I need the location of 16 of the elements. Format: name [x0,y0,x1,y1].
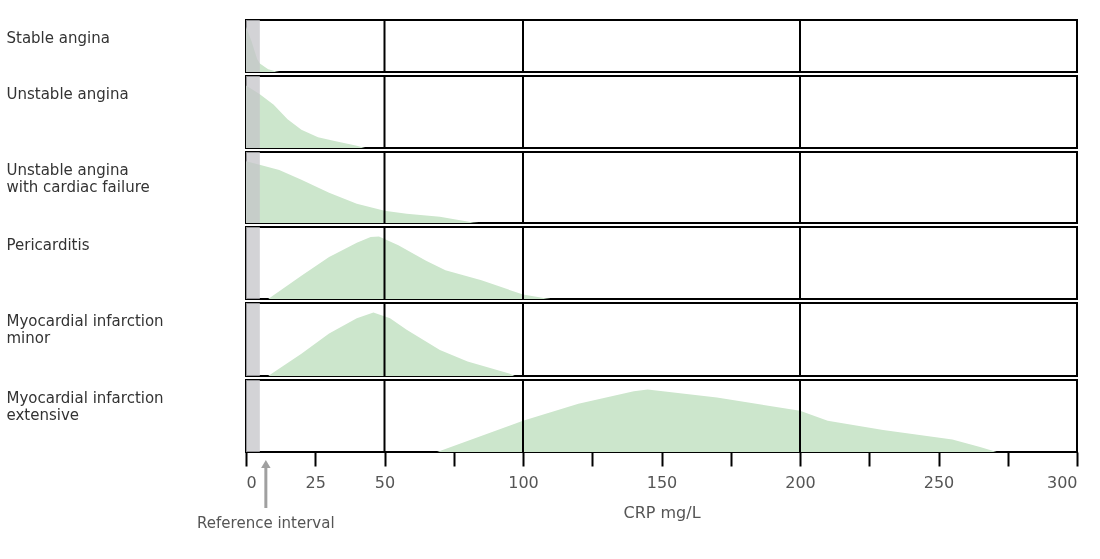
x-tick-label: 150 [646,472,678,492]
x-axis-title: CRP mg/L [623,502,701,522]
y-axis-title: Myocardial infarction extensive [6,388,164,424]
x-tick-label: 0 [246,472,257,492]
y-axis-title: Myocardial infarction minor [6,311,164,347]
y-axis-title: Pericarditis [6,235,90,254]
y-axis-title: Unstable angina with cardiac failure [6,160,150,196]
x-tick-label: 100 [508,472,539,492]
x-tick-label: 300 [1046,472,1078,492]
y-axis-title: Unstable angina [6,84,129,103]
x-tick-label: 50 [374,472,396,492]
x-tick-label: 250 [923,472,955,492]
x-tick-label: 25 [305,472,326,492]
y-axis-title: Stable angina [6,28,110,47]
text: Reference interval [197,514,335,532]
x-tick-label: 200 [785,472,816,492]
